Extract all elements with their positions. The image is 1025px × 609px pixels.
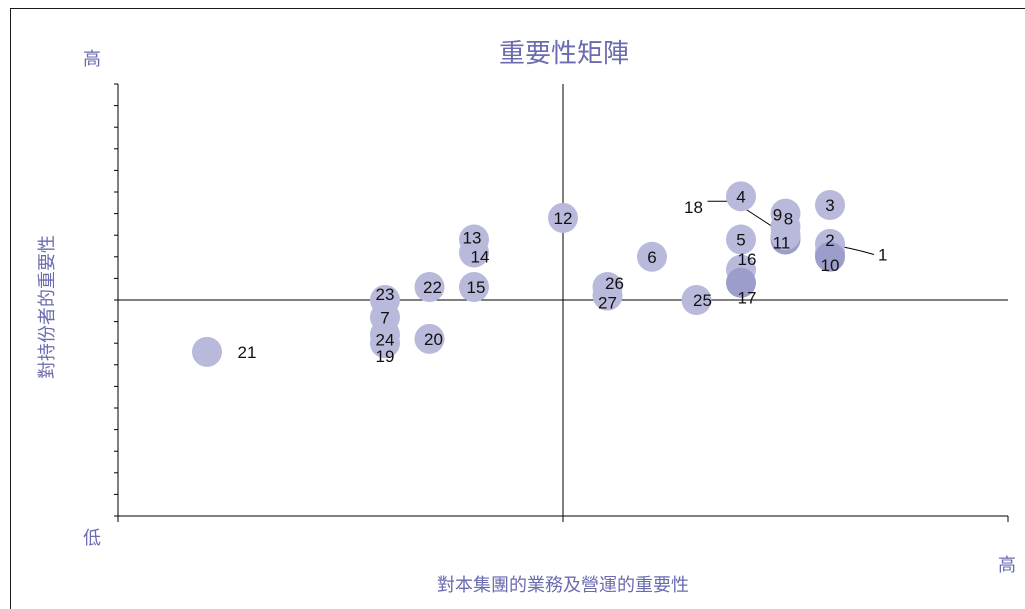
point-label-6: 6 — [647, 248, 656, 267]
y-axis-title: 對持份者的重要性 — [37, 235, 58, 379]
data-point-20 — [414, 323, 445, 354]
point-label-3: 3 — [825, 196, 834, 215]
point-label-4: 4 — [736, 187, 745, 206]
point-label-13: 13 — [463, 229, 482, 248]
point-labels: 1234567891011121314151617181920212223242… — [238, 187, 888, 366]
point-label-25: 25 — [693, 291, 712, 310]
data-point-10 — [815, 241, 845, 272]
point-label-16: 16 — [738, 250, 757, 269]
point-label-1: 1 — [878, 245, 887, 264]
data-point-14 — [459, 237, 489, 268]
data-point-12 — [548, 202, 578, 233]
data-point-27 — [592, 280, 623, 311]
point-label-20: 20 — [424, 330, 443, 349]
data-point-25 — [681, 285, 712, 315]
point-label-14: 14 — [471, 247, 490, 266]
point-label-26: 26 — [605, 274, 624, 293]
point-label-27: 27 — [598, 294, 617, 313]
point-label-21: 21 — [238, 343, 257, 362]
x-axis-title: 對本集團的業務及營運的重要性 — [437, 575, 689, 596]
data-point-3 — [815, 189, 845, 220]
x-axis-high-label: 高 — [998, 555, 1016, 576]
point-label-17: 17 — [738, 289, 757, 308]
data-point-23 — [370, 285, 400, 315]
point-label-24: 24 — [376, 331, 395, 350]
axes-group — [114, 83, 1009, 522]
point-label-9: 9 — [773, 206, 782, 225]
point-label-7: 7 — [380, 308, 389, 327]
point-label-19: 19 — [376, 347, 395, 366]
y-axis-high-label: 高 — [83, 49, 101, 70]
materiality-matrix-chart: 重要性矩陣 高 低 高 對持份者的重要性 對本集團的業務及營運的重要性 1234… — [37, 39, 1016, 596]
data-point-18 — [770, 220, 801, 251]
data-point-15 — [459, 272, 489, 303]
point-label-8: 8 — [784, 210, 793, 229]
data-point-22 — [414, 272, 445, 303]
point-label-22: 22 — [423, 278, 442, 297]
data-point-6 — [637, 241, 667, 272]
point-label-23: 23 — [376, 285, 395, 304]
chart-title: 重要性矩陣 — [499, 39, 629, 69]
point-label-10: 10 — [821, 256, 840, 275]
data-point-9 — [770, 198, 801, 229]
data-points — [192, 181, 845, 367]
data-point-17 — [726, 267, 756, 298]
point-label-5: 5 — [736, 231, 745, 250]
data-point-4 — [726, 181, 756, 212]
point-label-15: 15 — [467, 278, 486, 297]
point-label-2: 2 — [825, 231, 834, 250]
data-point-5 — [726, 224, 756, 255]
point-label-12: 12 — [554, 209, 573, 228]
point-label-11: 11 — [773, 234, 791, 253]
y-axis-low-label: 低 — [83, 528, 101, 549]
data-point-21 — [192, 336, 222, 367]
data-point-24 — [370, 319, 400, 350]
point-label-18: 18 — [684, 198, 703, 217]
